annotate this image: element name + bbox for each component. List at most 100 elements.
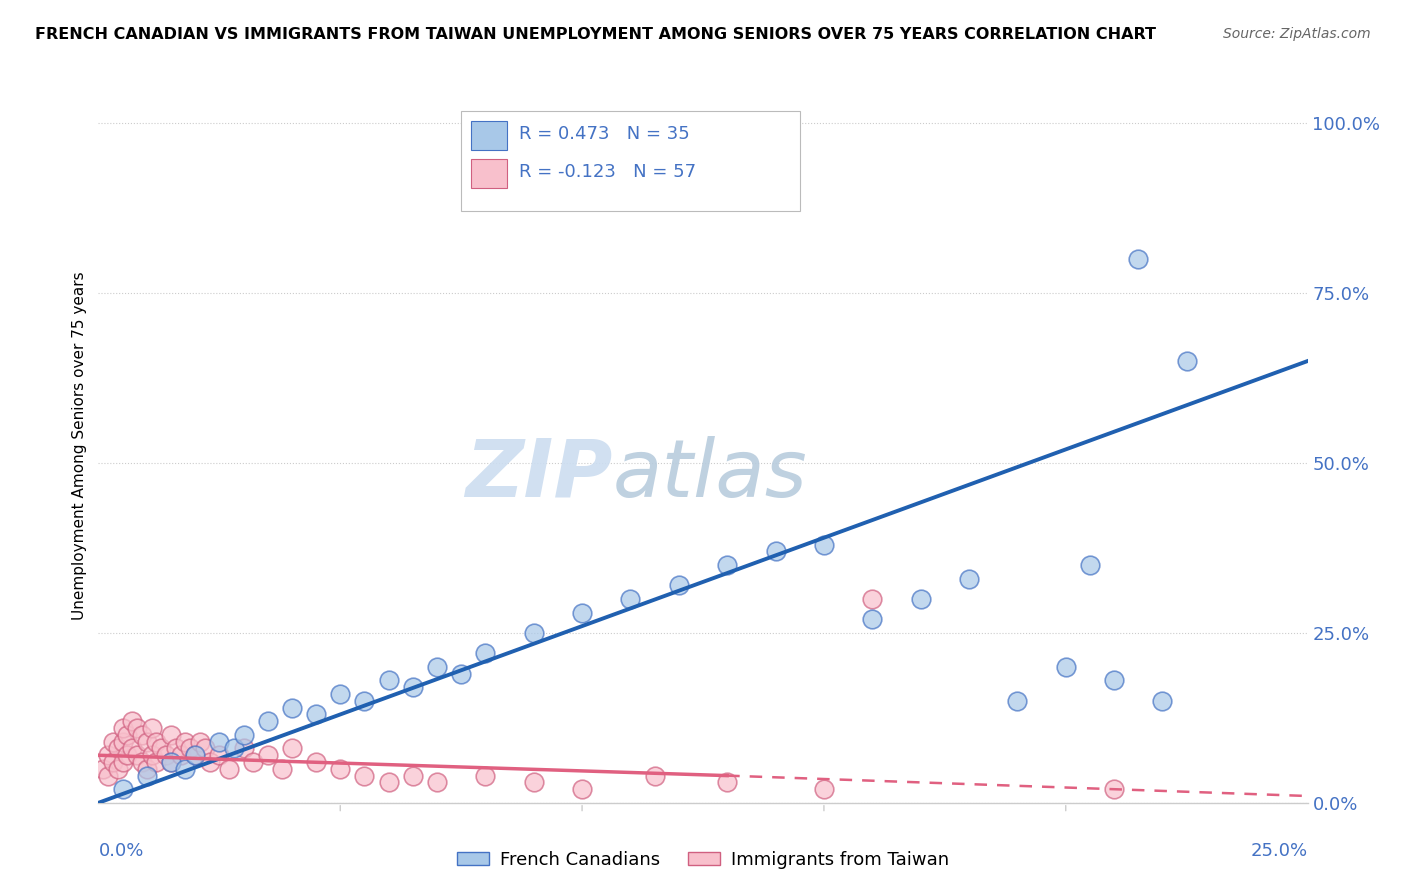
Point xyxy=(194,741,217,756)
Point xyxy=(256,714,278,729)
Point xyxy=(450,666,472,681)
Point xyxy=(135,769,157,783)
Text: 0.0%: 0.0% xyxy=(98,842,143,860)
Point xyxy=(1054,660,1077,674)
Point xyxy=(117,728,139,742)
Point xyxy=(131,755,153,769)
FancyBboxPatch shape xyxy=(461,111,800,211)
Point xyxy=(329,687,352,701)
Point xyxy=(765,544,787,558)
Point xyxy=(377,775,399,789)
Point xyxy=(141,721,163,735)
Point xyxy=(957,572,980,586)
Point xyxy=(121,741,143,756)
Point xyxy=(860,612,883,626)
Point xyxy=(353,769,375,783)
Point xyxy=(1007,694,1029,708)
Point xyxy=(188,734,211,748)
Point xyxy=(860,591,883,606)
Point xyxy=(141,748,163,763)
Point xyxy=(571,782,593,797)
Point xyxy=(155,748,177,763)
Point xyxy=(619,591,641,606)
Point xyxy=(160,755,183,769)
Point xyxy=(208,748,231,763)
Point xyxy=(179,741,201,756)
Point xyxy=(813,537,835,551)
Point xyxy=(111,734,134,748)
Point xyxy=(97,769,120,783)
Point xyxy=(184,748,207,763)
Point xyxy=(131,728,153,742)
Point xyxy=(101,734,124,748)
Point xyxy=(281,741,304,756)
Point xyxy=(160,728,183,742)
Point xyxy=(127,721,149,735)
Point xyxy=(716,558,738,572)
Point xyxy=(281,700,304,714)
Point xyxy=(91,762,114,776)
Point xyxy=(329,762,352,776)
Text: ZIP: ZIP xyxy=(465,435,612,514)
Point xyxy=(1078,558,1101,572)
Text: R = 0.473   N = 35: R = 0.473 N = 35 xyxy=(519,125,690,143)
Point xyxy=(1102,673,1125,688)
Point xyxy=(402,680,425,694)
Point xyxy=(174,734,197,748)
Point xyxy=(256,748,278,763)
Point xyxy=(813,782,835,797)
Point xyxy=(426,775,449,789)
FancyBboxPatch shape xyxy=(471,121,508,150)
Point xyxy=(1175,354,1198,368)
Point xyxy=(242,755,264,769)
Point xyxy=(402,769,425,783)
Point xyxy=(127,748,149,763)
Point xyxy=(198,755,221,769)
Y-axis label: Unemployment Among Seniors over 75 years: Unemployment Among Seniors over 75 years xyxy=(72,272,87,620)
Point xyxy=(271,762,294,776)
Point xyxy=(426,660,449,674)
Point xyxy=(111,755,134,769)
Text: FRENCH CANADIAN VS IMMIGRANTS FROM TAIWAN UNEMPLOYMENT AMONG SENIORS OVER 75 YEA: FRENCH CANADIAN VS IMMIGRANTS FROM TAIWA… xyxy=(35,27,1156,42)
Point xyxy=(474,646,496,660)
Point xyxy=(111,782,134,797)
Point xyxy=(121,714,143,729)
Point xyxy=(218,762,240,776)
Point xyxy=(377,673,399,688)
Point xyxy=(117,748,139,763)
Point xyxy=(145,755,167,769)
Text: Source: ZipAtlas.com: Source: ZipAtlas.com xyxy=(1223,27,1371,41)
Point xyxy=(160,755,183,769)
Point xyxy=(910,591,932,606)
Point xyxy=(97,748,120,763)
Point xyxy=(571,606,593,620)
Point xyxy=(135,734,157,748)
Point xyxy=(644,769,666,783)
Point xyxy=(1128,252,1150,266)
Point xyxy=(208,734,231,748)
Point xyxy=(184,748,207,763)
Point xyxy=(716,775,738,789)
Point xyxy=(165,741,187,756)
Point xyxy=(101,755,124,769)
Point xyxy=(353,694,375,708)
Point xyxy=(1152,694,1174,708)
Text: 25.0%: 25.0% xyxy=(1250,842,1308,860)
Point xyxy=(111,721,134,735)
Point xyxy=(150,741,173,756)
Point xyxy=(232,728,254,742)
Point xyxy=(474,769,496,783)
FancyBboxPatch shape xyxy=(471,159,508,187)
Legend: French Canadians, Immigrants from Taiwan: French Canadians, Immigrants from Taiwan xyxy=(450,844,956,876)
Point xyxy=(232,741,254,756)
Point xyxy=(222,741,245,756)
Text: R = -0.123   N = 57: R = -0.123 N = 57 xyxy=(519,163,696,181)
Point xyxy=(107,762,129,776)
Point xyxy=(523,626,546,640)
Point xyxy=(174,762,197,776)
Point xyxy=(145,734,167,748)
Point xyxy=(523,775,546,789)
Point xyxy=(107,741,129,756)
Point xyxy=(305,755,328,769)
Text: atlas: atlas xyxy=(612,435,807,514)
